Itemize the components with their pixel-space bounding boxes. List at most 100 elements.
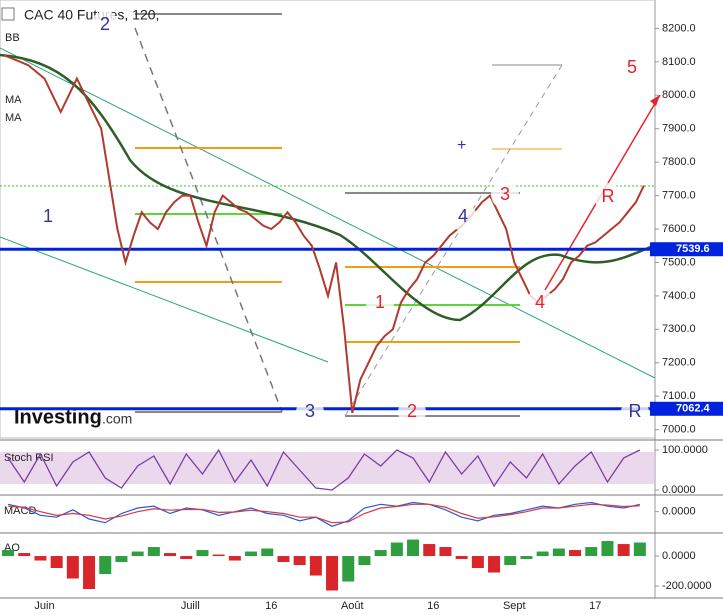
ao-bar bbox=[358, 556, 371, 566]
ao-bar bbox=[423, 544, 436, 557]
price-marker-label: 7062.4 bbox=[676, 403, 711, 415]
ao-bar bbox=[520, 556, 533, 560]
y-tick-label: -200.0000 bbox=[662, 580, 712, 592]
ao-bar bbox=[261, 548, 274, 557]
ao-bar bbox=[455, 556, 468, 560]
macd-line bbox=[7, 501, 640, 527]
ao-bar bbox=[50, 556, 63, 569]
annotation: 4 bbox=[535, 292, 545, 312]
y-tick-label: 7400.0 bbox=[662, 290, 696, 302]
ao-bar bbox=[83, 556, 96, 590]
signal-line bbox=[8, 503, 640, 524]
annotation-circle bbox=[366, 289, 394, 317]
annotation: R bbox=[629, 401, 642, 421]
annotation: 4 bbox=[458, 206, 468, 226]
ao-bar bbox=[504, 556, 517, 566]
ao-bar bbox=[277, 556, 290, 563]
y-tick-label: 7100.0 bbox=[662, 390, 696, 402]
ao-bar bbox=[536, 551, 549, 557]
annotation-circle bbox=[449, 203, 477, 231]
trend-line bbox=[0, 47, 656, 379]
annotation: 5 bbox=[627, 57, 637, 77]
arrow-head bbox=[650, 95, 660, 106]
y-tick-label: 7200.0 bbox=[662, 357, 696, 369]
y-tick-label: 0.0000 bbox=[662, 484, 696, 496]
indicator-label: BB bbox=[5, 32, 20, 44]
ao-bar bbox=[180, 556, 193, 560]
annotation: R bbox=[602, 186, 615, 206]
ao-bar bbox=[585, 547, 598, 557]
indicator-label: MA bbox=[5, 112, 22, 124]
y-tick-label: 7300.0 bbox=[662, 323, 696, 335]
ao-bar bbox=[212, 554, 225, 557]
y-tick-label: 7600.0 bbox=[662, 223, 696, 235]
annotation: 1 bbox=[43, 206, 53, 226]
ao-bar bbox=[66, 556, 79, 579]
y-tick-label: 8100.0 bbox=[662, 56, 696, 68]
annotation-circle bbox=[398, 398, 426, 426]
ao-bar bbox=[326, 556, 339, 591]
annotation: 1 bbox=[375, 292, 385, 312]
ao-bar bbox=[18, 553, 31, 557]
price-marker-label: 7539.6 bbox=[676, 243, 710, 255]
ao-bar bbox=[147, 547, 160, 557]
x-tick-label: Juill bbox=[181, 600, 200, 612]
y-tick-label: 7800.0 bbox=[662, 156, 696, 168]
annotation: 3 bbox=[500, 184, 510, 204]
ao-bar bbox=[342, 556, 355, 582]
ao-bar bbox=[552, 548, 565, 557]
y-tick-label: 7700.0 bbox=[662, 190, 696, 202]
collapse-icon[interactable] bbox=[1, 7, 15, 21]
trend-line bbox=[0, 236, 329, 363]
annotation-circle bbox=[91, 11, 119, 39]
x-tick-label: 16 bbox=[265, 600, 277, 612]
y-tick-label: 8200.0 bbox=[662, 22, 696, 34]
ao-bar bbox=[390, 542, 403, 557]
annotation-circle bbox=[526, 289, 554, 317]
y-tick-label: 0.0000 bbox=[662, 550, 696, 562]
ao-bar bbox=[601, 541, 614, 557]
y-tick-label: 7000.0 bbox=[662, 424, 696, 436]
ao-bar bbox=[617, 544, 630, 557]
ao-bar bbox=[99, 556, 112, 575]
annotation-circle bbox=[621, 398, 649, 426]
ao-bar bbox=[228, 556, 241, 561]
ao-bar bbox=[569, 550, 582, 557]
watermark: Investing bbox=[14, 406, 102, 428]
ao-bar bbox=[164, 553, 177, 557]
annotation: 3 bbox=[305, 401, 315, 421]
x-tick-label: 16 bbox=[427, 600, 439, 612]
ao-bar bbox=[293, 556, 306, 566]
ao-bar bbox=[407, 539, 420, 557]
x-tick-label: Juin bbox=[34, 600, 54, 612]
ao-bar bbox=[115, 556, 128, 563]
price-marker bbox=[650, 401, 723, 416]
stoch-line bbox=[7, 448, 641, 491]
annotation-circle bbox=[296, 398, 324, 426]
y-tick-label: 7900.0 bbox=[662, 123, 696, 135]
ao-bar bbox=[2, 550, 15, 557]
moving-average bbox=[0, 53, 656, 322]
ao-bar bbox=[34, 556, 47, 561]
y-tick-label: 7500.0 bbox=[662, 256, 696, 268]
x-tick-label: Août bbox=[341, 600, 364, 612]
annotation-circle bbox=[34, 203, 62, 231]
ao-bar bbox=[309, 556, 322, 576]
ao-bar bbox=[439, 547, 452, 557]
indicator-label: MA bbox=[5, 94, 22, 106]
ao-bar bbox=[633, 542, 646, 557]
ao-bar bbox=[131, 551, 144, 557]
dashed-line bbox=[134, 27, 283, 413]
ao-bar bbox=[488, 556, 501, 573]
ao-bar bbox=[245, 551, 258, 557]
dashed-line bbox=[344, 64, 563, 417]
price-marker bbox=[650, 242, 723, 257]
ao-bar bbox=[374, 550, 387, 557]
y-tick-label: 0.0000 bbox=[662, 506, 696, 518]
y-tick-label: 8000.0 bbox=[662, 89, 696, 101]
annotation: 2 bbox=[407, 401, 417, 421]
watermark-suffix: .com bbox=[102, 411, 132, 427]
annotation: 2 bbox=[100, 14, 110, 34]
x-tick-label: Sept bbox=[503, 600, 526, 612]
